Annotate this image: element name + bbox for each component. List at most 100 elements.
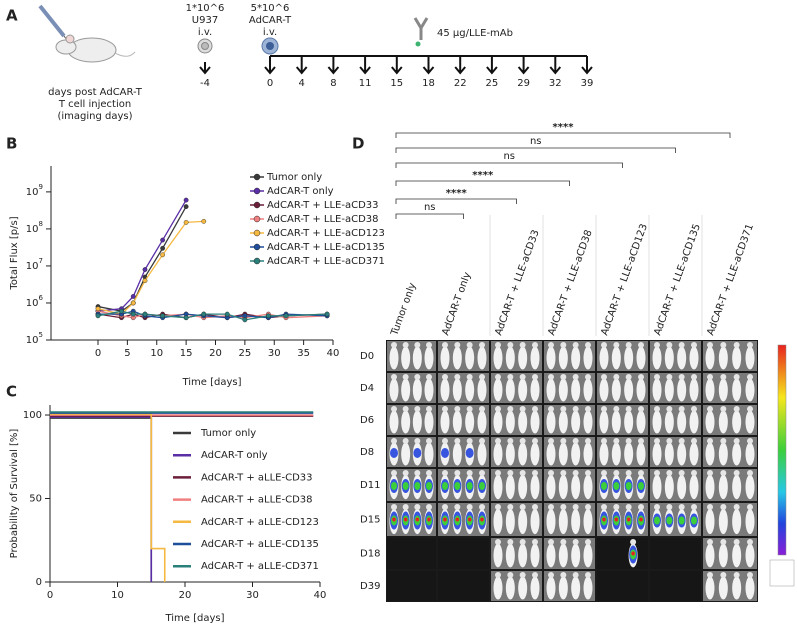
mouse bbox=[705, 378, 715, 402]
day-label: 39 bbox=[581, 78, 594, 89]
mouse-head bbox=[454, 438, 461, 444]
mouse-head bbox=[572, 438, 579, 444]
day-label: 0 bbox=[267, 78, 273, 89]
x-axis-label: Time [days] bbox=[181, 377, 241, 388]
arrow bbox=[422, 56, 435, 75]
mouse-head bbox=[638, 504, 644, 510]
mouse-head bbox=[414, 438, 421, 444]
mouse bbox=[732, 508, 742, 535]
mouse bbox=[440, 346, 450, 370]
mouse-head bbox=[585, 374, 591, 380]
signal bbox=[614, 517, 619, 522]
mouse bbox=[689, 442, 699, 466]
mouse-head bbox=[560, 342, 567, 348]
mouse-head bbox=[519, 539, 526, 545]
legend-label: AdCAR-T + aLLE-CD38 bbox=[201, 495, 313, 506]
arrow bbox=[486, 56, 498, 75]
mouse bbox=[546, 474, 556, 500]
signal bbox=[413, 448, 422, 458]
dose-text: i.v. bbox=[263, 27, 277, 38]
mouse bbox=[705, 346, 715, 370]
dose-text: AdCAR-T bbox=[249, 15, 292, 26]
point bbox=[142, 278, 148, 284]
mouse-head bbox=[548, 406, 554, 412]
caption: T cell injection bbox=[58, 99, 131, 110]
mouse bbox=[546, 442, 556, 466]
mouse-head bbox=[442, 470, 448, 476]
mouse bbox=[530, 378, 540, 402]
y-axis-label: Probability of Survival [%] bbox=[9, 429, 20, 559]
mouse-head bbox=[391, 470, 397, 476]
mouse-head bbox=[426, 504, 432, 510]
mouse bbox=[546, 508, 556, 535]
mouse-head bbox=[720, 470, 727, 476]
mouse bbox=[718, 378, 728, 402]
mouse-head bbox=[707, 504, 713, 510]
mouse-head bbox=[654, 504, 660, 510]
mouse-head bbox=[691, 438, 697, 444]
point bbox=[142, 267, 148, 272]
mouse bbox=[689, 410, 699, 434]
column-label: AdCAR-T + LLE-aCD33 bbox=[493, 228, 541, 337]
mouse-head bbox=[691, 374, 697, 380]
tick-exponent: 6 bbox=[39, 294, 44, 302]
point bbox=[183, 219, 189, 225]
mouse bbox=[571, 508, 581, 535]
mouse bbox=[689, 346, 699, 370]
mouse bbox=[745, 543, 755, 568]
mouse-head bbox=[733, 572, 740, 578]
mouse-head bbox=[601, 438, 607, 444]
mouse-head bbox=[495, 438, 501, 444]
mouse bbox=[705, 508, 715, 535]
y-tick-label: 100 bbox=[23, 410, 42, 421]
mouse-head bbox=[519, 572, 526, 578]
legend-marker bbox=[253, 257, 261, 265]
mouse-head bbox=[560, 406, 567, 412]
bracket bbox=[395, 132, 731, 138]
signal bbox=[465, 448, 474, 458]
dose-text: 5*10^6 bbox=[251, 3, 290, 14]
mouse bbox=[599, 410, 609, 434]
mouse-head bbox=[678, 470, 685, 476]
mouse-head bbox=[585, 342, 591, 348]
mouse-head bbox=[613, 374, 620, 380]
arrow bbox=[549, 56, 562, 75]
signal bbox=[402, 482, 409, 490]
mouse bbox=[505, 508, 515, 535]
mouse bbox=[465, 378, 475, 402]
mouse-head bbox=[733, 406, 740, 412]
y-tick-label: 109 bbox=[26, 183, 43, 198]
mouse-head bbox=[426, 470, 432, 476]
mouse bbox=[705, 576, 715, 600]
image-cell bbox=[438, 538, 489, 569]
mouse-head bbox=[585, 406, 591, 412]
mouse-head bbox=[519, 374, 526, 380]
x-tick-label: 20 bbox=[209, 348, 222, 359]
mouse bbox=[652, 442, 662, 466]
signal bbox=[678, 516, 685, 525]
row-label: D15 bbox=[360, 515, 380, 526]
legend-label: AdCAR-T + LLE-aCD371 bbox=[267, 256, 385, 267]
mouse bbox=[493, 508, 503, 535]
mouse-head bbox=[733, 470, 740, 476]
y-tick-label: 0 bbox=[36, 577, 42, 588]
point bbox=[130, 300, 136, 306]
image-cell bbox=[438, 571, 489, 601]
mouse bbox=[477, 378, 487, 402]
mouse bbox=[705, 442, 715, 466]
mouse bbox=[412, 410, 422, 434]
mouse-head bbox=[720, 406, 727, 412]
mouse-head bbox=[495, 572, 501, 578]
mouse-head bbox=[572, 572, 579, 578]
mouse bbox=[745, 508, 755, 535]
mouse-head bbox=[442, 406, 448, 412]
mouse-head bbox=[720, 504, 727, 510]
image-cell bbox=[650, 538, 701, 569]
mouse-head bbox=[560, 572, 567, 578]
y-tick-label: 105 bbox=[26, 331, 43, 346]
mouse bbox=[546, 346, 556, 370]
mouse-head bbox=[720, 438, 727, 444]
x-tick-label: 10 bbox=[150, 348, 163, 359]
legend-label: AdCAR-T + aLLE-CD123 bbox=[201, 517, 319, 528]
mouse-head bbox=[532, 504, 538, 510]
